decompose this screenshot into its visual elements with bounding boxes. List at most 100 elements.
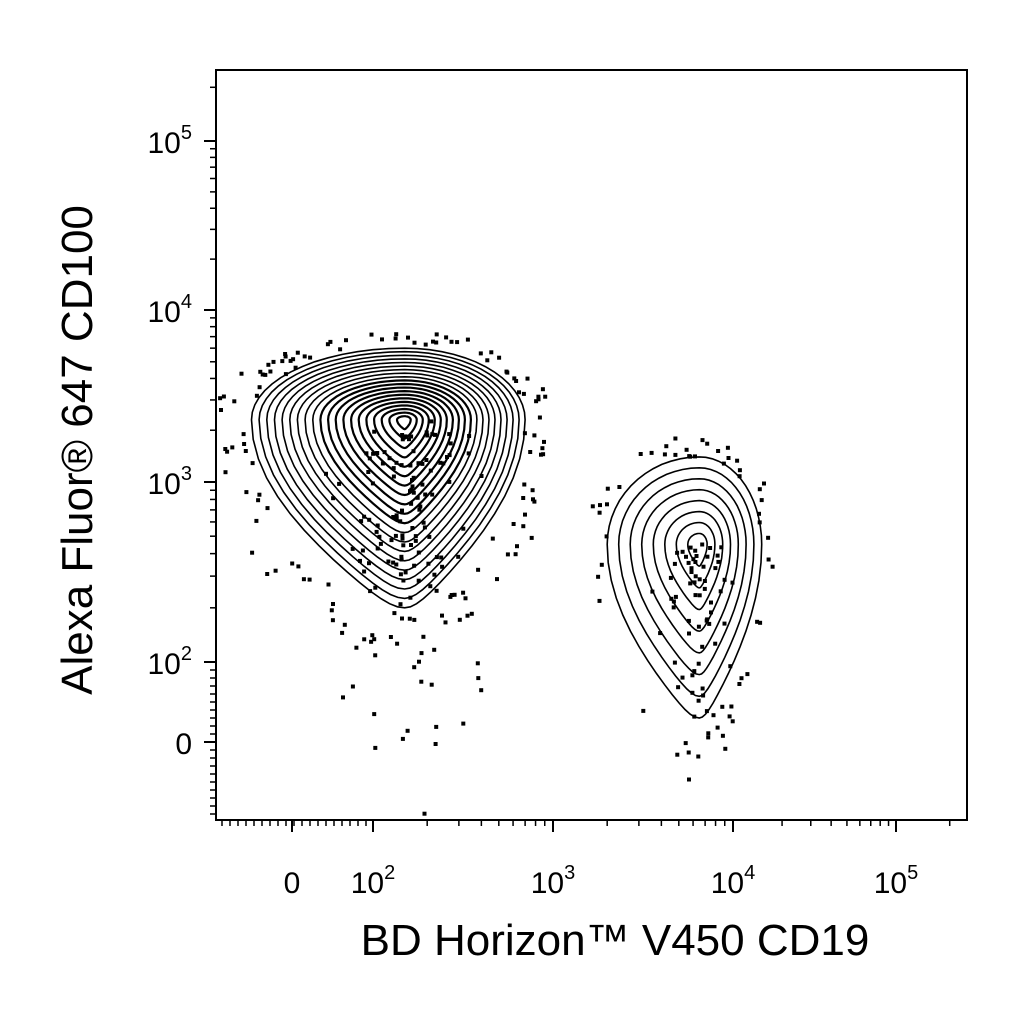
event-dot xyxy=(434,340,439,345)
event-dot xyxy=(478,351,483,356)
event-dot xyxy=(283,354,288,359)
event-dot xyxy=(413,534,418,539)
event-dot xyxy=(701,693,706,698)
event-dot xyxy=(405,728,410,733)
contour-line xyxy=(357,397,442,478)
event-dot xyxy=(412,563,417,568)
x-axis-tick-labels: 0 102 103 104 105 xyxy=(284,862,919,900)
event-dot xyxy=(707,621,712,626)
event-dot xyxy=(265,506,270,511)
event-dot xyxy=(416,578,421,583)
event-dot xyxy=(221,394,226,399)
event-dot xyxy=(230,445,235,450)
event-dot xyxy=(387,456,392,461)
event-dot xyxy=(686,750,691,755)
contour-line xyxy=(311,375,478,534)
event-dot xyxy=(375,523,380,528)
event-dot xyxy=(371,451,376,456)
event-dot xyxy=(693,560,698,564)
event-dot xyxy=(374,529,379,534)
event-dot xyxy=(364,451,369,456)
event-dot xyxy=(476,567,481,572)
event-dot xyxy=(329,608,334,613)
event-dot xyxy=(672,660,677,665)
event-dot xyxy=(709,600,713,605)
event-dot xyxy=(700,686,705,691)
event-dot xyxy=(684,554,688,559)
event-dot xyxy=(350,546,355,551)
event-dot xyxy=(485,358,490,363)
event-dot xyxy=(391,560,396,565)
event-dot xyxy=(440,613,444,618)
event-dot xyxy=(366,470,371,474)
event-dot xyxy=(296,564,301,569)
event-dot xyxy=(664,444,669,449)
event-dot xyxy=(380,337,384,342)
event-dot xyxy=(671,599,676,604)
event-dot xyxy=(417,659,421,664)
event-dot xyxy=(377,534,382,539)
event-dot xyxy=(307,577,312,582)
event-dot xyxy=(730,580,735,585)
event-dot xyxy=(411,449,416,454)
event-dot xyxy=(505,552,510,557)
event-dot xyxy=(283,352,288,356)
contour-line xyxy=(395,415,412,431)
event-dot xyxy=(393,533,398,538)
event-dot xyxy=(415,495,420,500)
y-axis-label: Alexa Fluor® 647 CD100 xyxy=(53,205,102,695)
event-dot xyxy=(705,554,710,559)
event-dot xyxy=(718,589,723,594)
event-dot xyxy=(419,651,424,656)
event-dot xyxy=(693,593,698,598)
event-dot xyxy=(430,492,435,497)
x-tick-label: 102 xyxy=(351,862,396,900)
event-dot xyxy=(540,387,545,392)
event-dot xyxy=(465,337,470,342)
event-dot xyxy=(497,355,502,360)
event-dot xyxy=(367,517,372,522)
event-dot xyxy=(465,613,470,618)
event-dot xyxy=(241,432,246,437)
event-dot xyxy=(702,586,707,591)
event-dot xyxy=(463,596,468,601)
event-dot xyxy=(429,419,434,424)
event-dot xyxy=(658,631,663,636)
contour-line xyxy=(296,368,490,553)
event-dot xyxy=(696,661,701,666)
event-dot xyxy=(722,621,727,626)
event-dot xyxy=(532,433,537,438)
event-dot xyxy=(391,466,396,471)
y-tick-label: 105 xyxy=(148,122,193,160)
event-dot xyxy=(400,736,405,741)
contour-line xyxy=(629,477,747,676)
event-dot xyxy=(448,441,453,446)
event-dot xyxy=(410,526,415,530)
event-dot xyxy=(641,708,646,713)
event-dot xyxy=(521,496,526,500)
event-dot xyxy=(700,644,705,649)
event-dot xyxy=(706,731,711,736)
event-dot xyxy=(693,574,698,579)
event-dot xyxy=(726,456,731,460)
event-dot xyxy=(688,581,693,586)
contour-line xyxy=(640,488,740,654)
event-dot xyxy=(690,673,695,678)
event-dot xyxy=(693,454,697,459)
event-dot xyxy=(449,593,454,597)
event-dot xyxy=(331,496,336,501)
event-dot xyxy=(400,616,404,621)
event-dot xyxy=(521,391,526,396)
event-dot xyxy=(597,510,602,515)
event-dot xyxy=(403,570,408,575)
event-dot xyxy=(372,637,377,642)
event-dot xyxy=(737,468,742,473)
event-dot xyxy=(340,630,345,635)
event-dot xyxy=(766,535,771,540)
event-dot xyxy=(708,546,713,550)
event-dot xyxy=(539,452,543,457)
event-dot xyxy=(372,712,377,717)
event-dot xyxy=(709,610,713,615)
event-dot xyxy=(218,396,223,401)
